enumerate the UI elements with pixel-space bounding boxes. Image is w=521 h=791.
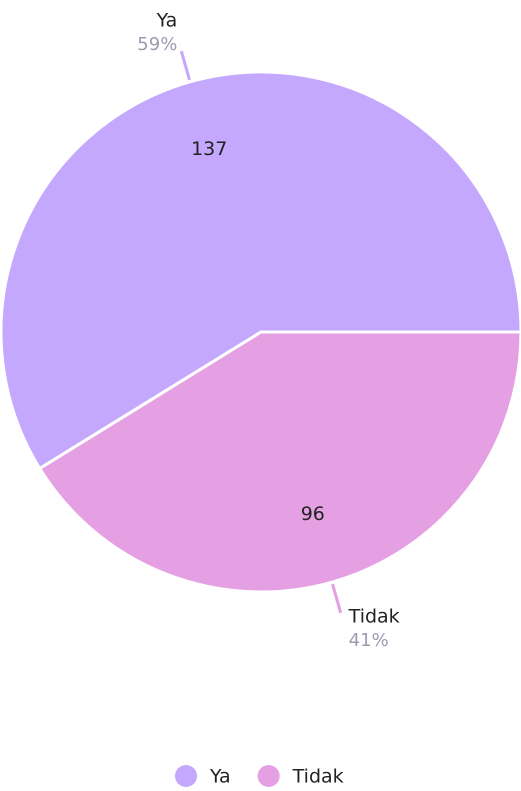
value-label: 137 [191, 138, 227, 160]
legend-label: Ya [209, 766, 231, 788]
pie-slice [0, 70, 521, 471]
slice-label: Tidak [348, 605, 400, 627]
legend-swatch [175, 765, 197, 787]
leader-line [331, 583, 343, 614]
pie-slice [37, 330, 521, 594]
slice-label: Ya [156, 10, 178, 32]
percent-label: 41% [349, 630, 389, 651]
percent-label: 59% [137, 34, 177, 55]
legend-label: Tidak [292, 766, 344, 788]
value-label: 96 [301, 503, 325, 525]
leader-line [179, 50, 191, 81]
legend-swatch [257, 765, 280, 787]
